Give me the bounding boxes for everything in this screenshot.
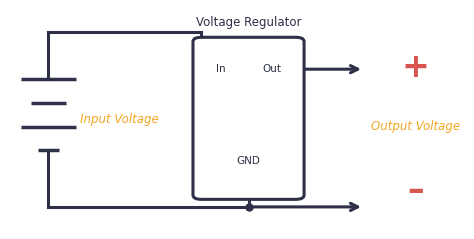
Text: Voltage Regulator: Voltage Regulator (196, 16, 301, 28)
Text: GND: GND (237, 156, 261, 166)
Text: Output Voltage: Output Voltage (371, 120, 460, 133)
Text: –: – (407, 174, 424, 207)
Text: Input Voltage: Input Voltage (80, 113, 158, 126)
Text: Out: Out (263, 64, 282, 74)
Text: +: + (401, 51, 429, 84)
Text: In: In (216, 64, 225, 74)
FancyBboxPatch shape (193, 37, 304, 199)
